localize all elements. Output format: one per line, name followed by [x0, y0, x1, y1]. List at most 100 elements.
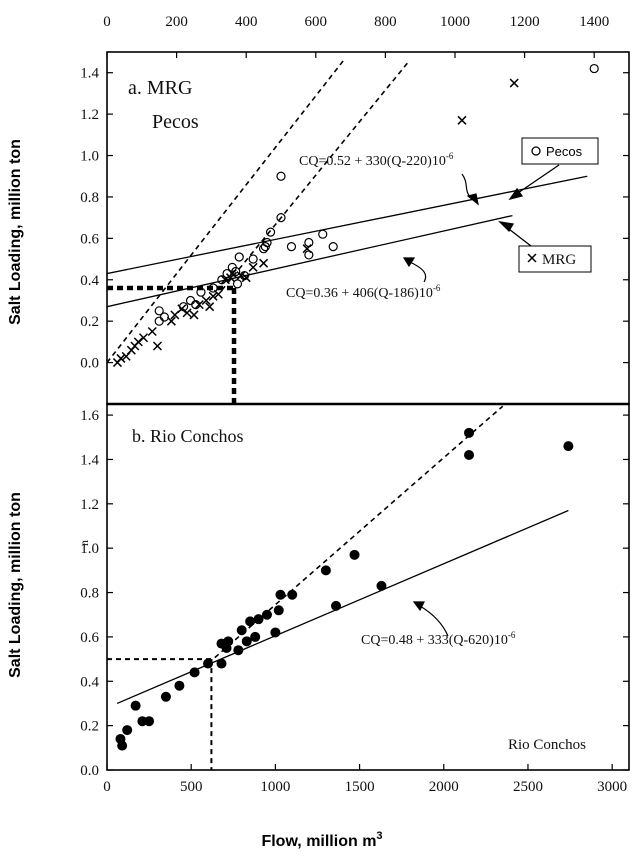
- x-tick-label: 1500: [345, 779, 375, 795]
- point-mrg-stroke: [457, 115, 467, 125]
- point-pecos: [154, 316, 164, 326]
- point-mrg: [133, 337, 143, 347]
- point-pecos: [304, 237, 314, 248]
- point-mrg: [259, 258, 269, 268]
- point-mrg: [194, 300, 204, 310]
- point-rio-conchos: [563, 441, 574, 452]
- point-pecos: [265, 227, 276, 237]
- legend-mrg-label: MRG: [542, 252, 576, 268]
- y-tick-label: 1.0: [80, 149, 99, 165]
- point-pecos: [318, 229, 328, 239]
- dashed-trend-line: [221, 59, 411, 291]
- y-tick-label: 0.0: [80, 356, 99, 372]
- point-mrg: [236, 271, 246, 281]
- y-tick-label: 1.0: [80, 541, 99, 557]
- point-rio-conchos: [287, 589, 298, 600]
- panel-a-sublabel: Pecos: [152, 111, 199, 133]
- point-pecos: [328, 242, 338, 252]
- point-mrg-stroke: [236, 271, 246, 281]
- equation-arrow-b: [412, 601, 449, 637]
- point-rio-conchos: [216, 658, 227, 669]
- point-pecos: [260, 242, 270, 252]
- legend-mrg-marker: [527, 253, 537, 263]
- y-tick-label: 0.4: [80, 674, 99, 690]
- point-rio-conchos: [261, 609, 272, 620]
- point-mrg-stroke: [194, 300, 204, 310]
- point-mrg-stroke: [509, 78, 519, 88]
- x-tick-label: 3000: [597, 779, 627, 795]
- point-rio-conchos: [130, 700, 141, 711]
- point-mrg-stroke: [152, 341, 162, 351]
- point-mrg: [213, 289, 223, 299]
- point-mrg: [189, 310, 199, 320]
- point-pecos: [276, 171, 286, 181]
- point-mrg-stroke: [302, 244, 312, 254]
- panel-a-fit-lines: [107, 59, 588, 404]
- point-mrg: [139, 333, 149, 343]
- equation-arrows-a: [402, 173, 479, 283]
- point-pecos: [231, 266, 241, 277]
- panel-b-ticks: 0.0 0.2 0.4 0.6 0.8 1.0 1.2 1.4 1.6 0 500 1000 1500 2…: [80, 408, 629, 795]
- y-tick-label: 1.2: [80, 497, 99, 513]
- point-rio-conchos: [331, 600, 342, 611]
- point-pecos: [262, 237, 272, 248]
- point-pecos: [185, 295, 196, 306]
- equation-mrg: CQ=0.36 + 406(Q-186)10-6: [286, 283, 441, 301]
- point-rio-conchos: [233, 645, 244, 656]
- y-tick-label: 1.2: [80, 107, 99, 123]
- y-tick-label: 0.4: [80, 273, 99, 289]
- point-mrg: [152, 341, 162, 351]
- x-tick-label: 400: [235, 14, 258, 30]
- panel-a-ticks: 0.0 0.2 0.4 0.6 0.8 1.0 1.2 1.4 0 200 400 600 800 100…: [80, 14, 629, 372]
- point-rio-conchos: [189, 667, 200, 678]
- legend-pecos-label: Pecos: [546, 144, 583, 159]
- x-tick-label: 1200: [510, 14, 540, 30]
- point-pecos: [234, 252, 244, 262]
- point-rio-conchos: [273, 605, 284, 616]
- point-pecos: [589, 63, 599, 74]
- point-mrg-stroke: [166, 316, 176, 326]
- point-mrg: [166, 316, 176, 326]
- point-mrg: [116, 353, 126, 363]
- y-axis-label-b: Salt Loading, million ton: [7, 492, 24, 678]
- point-mrg-stroke: [116, 353, 126, 363]
- point-mrg-stroke: [213, 289, 223, 299]
- y-tick-label: 0.8: [80, 586, 99, 602]
- point-rio-conchos: [174, 680, 185, 691]
- panel-b-fit-lines: [107, 405, 569, 770]
- panel-b-legend-text: Rio Conchos: [508, 737, 586, 753]
- point-pecos: [196, 287, 206, 297]
- y-tick-label: 0.2: [80, 314, 99, 330]
- point-mrg-stroke: [182, 308, 192, 318]
- point-rio-conchos: [221, 643, 232, 653]
- solid-fit-line: [107, 214, 513, 308]
- point-rio-conchos: [275, 589, 286, 600]
- point-rio-conchos: [270, 627, 281, 638]
- legend-mrg: MRG: [518, 245, 592, 273]
- y-tick-label: 0.8: [80, 190, 99, 206]
- point-rio-conchos: [464, 427, 475, 438]
- point-pecos: [154, 306, 164, 316]
- point-rio-conchos: [376, 580, 387, 591]
- point-rio-conchos: [464, 450, 475, 461]
- point-pecos: [286, 242, 297, 252]
- panel-b-points: [115, 427, 574, 751]
- legend-pecos-marker: [531, 146, 541, 156]
- dashed-trend-line: [107, 59, 345, 364]
- point-rio-conchos: [144, 716, 155, 727]
- panel-b-frame: [106, 403, 630, 771]
- x-tick-label: 2000: [429, 779, 459, 795]
- point-mrg-stroke: [177, 304, 187, 314]
- x-tick-label: 800: [374, 14, 397, 30]
- point-pecos: [276, 213, 286, 223]
- point-mrg: [457, 115, 467, 125]
- point-mrg: [147, 326, 157, 337]
- y-tick-label: 0.6: [80, 630, 99, 646]
- point-rio-conchos: [250, 631, 261, 642]
- point-mrg: [208, 291, 218, 301]
- point-mrg: [509, 78, 519, 88]
- point-mrg-stroke: [227, 269, 237, 279]
- equation-pecos: CQ=0.52 + 330(Q-220)10-6: [299, 151, 454, 169]
- point-mrg-stroke: [248, 262, 258, 272]
